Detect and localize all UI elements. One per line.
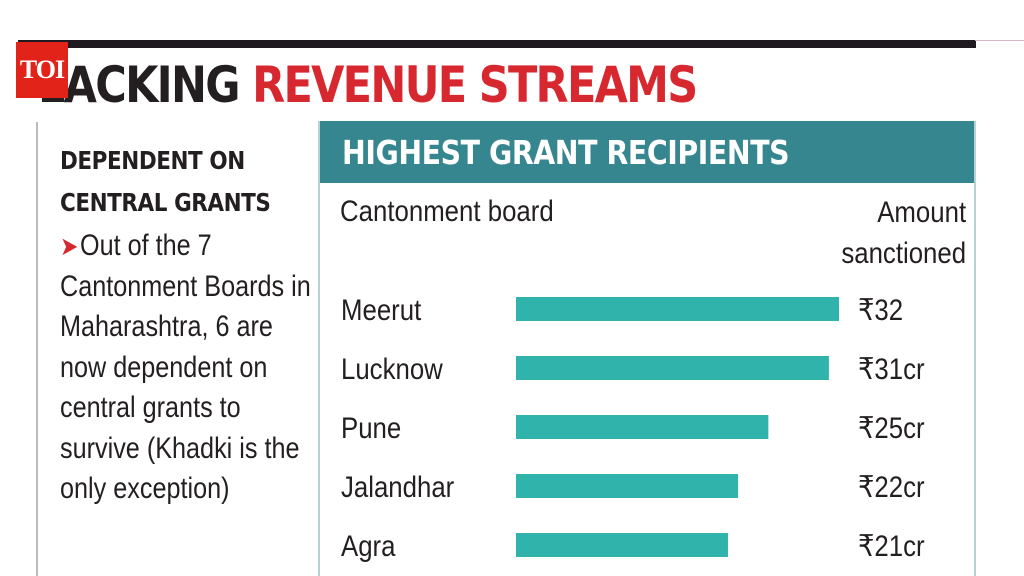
- category-label: Jalandhar: [341, 470, 454, 503]
- sidebar-title-line1: DEPENDENT ON: [60, 146, 245, 175]
- bar: [516, 297, 839, 321]
- category-label: Agra: [341, 529, 396, 562]
- bar: [516, 356, 829, 380]
- top-rule: [18, 40, 976, 48]
- value-label: ₹25cr: [858, 411, 925, 444]
- bar-chart: Meerut ₹32 Lucknow ₹31cr Pune ₹25cr Jalandhar ₹…: [341, 293, 925, 562]
- sidebar-title-line2: CENTRAL GRANTS: [60, 188, 271, 217]
- value-label: ₹31cr: [858, 352, 925, 385]
- headline-part2: REVENUE STREAMS: [252, 56, 698, 114]
- bar: [516, 415, 769, 439]
- value-header-line2: sanctioned: [841, 237, 966, 270]
- left-frame-line: [36, 122, 38, 576]
- category-label: Lucknow: [341, 352, 444, 385]
- value-label: ₹22cr: [858, 470, 925, 503]
- chart-panel: [318, 121, 976, 576]
- bar: [516, 474, 739, 498]
- headline-part1: LACKING: [38, 56, 241, 114]
- toi-logo: TOI: [16, 42, 68, 98]
- sidebar-body: ➤Out of the 7 Cantonment Boards in Mahar…: [60, 226, 312, 510]
- value-header: Amount sanctioned: [841, 192, 966, 274]
- sidebar: DEPENDENT ON CENTRAL GRANTS ➤Out of the …: [60, 140, 315, 510]
- chart-title: HIGHEST GRANT RECIPIENTS: [342, 133, 790, 172]
- category-label: Meerut: [341, 293, 421, 326]
- value-label: ₹32: [858, 293, 903, 326]
- category-label: Pune: [341, 411, 401, 444]
- value-label: ₹21cr: [858, 529, 925, 562]
- sidebar-body-text: Out of the 7 Cantonment Boards in Mahara…: [60, 229, 311, 505]
- category-header: Cantonment board: [340, 195, 554, 228]
- arrow-bullet-icon: ➤: [60, 231, 79, 261]
- bar: [516, 533, 728, 557]
- headline: LACKING REVENUE STREAMS: [38, 50, 698, 120]
- chart-title-bar: [320, 121, 974, 183]
- page-edge-line: [975, 40, 1024, 41]
- value-header-line1: Amount: [877, 196, 966, 229]
